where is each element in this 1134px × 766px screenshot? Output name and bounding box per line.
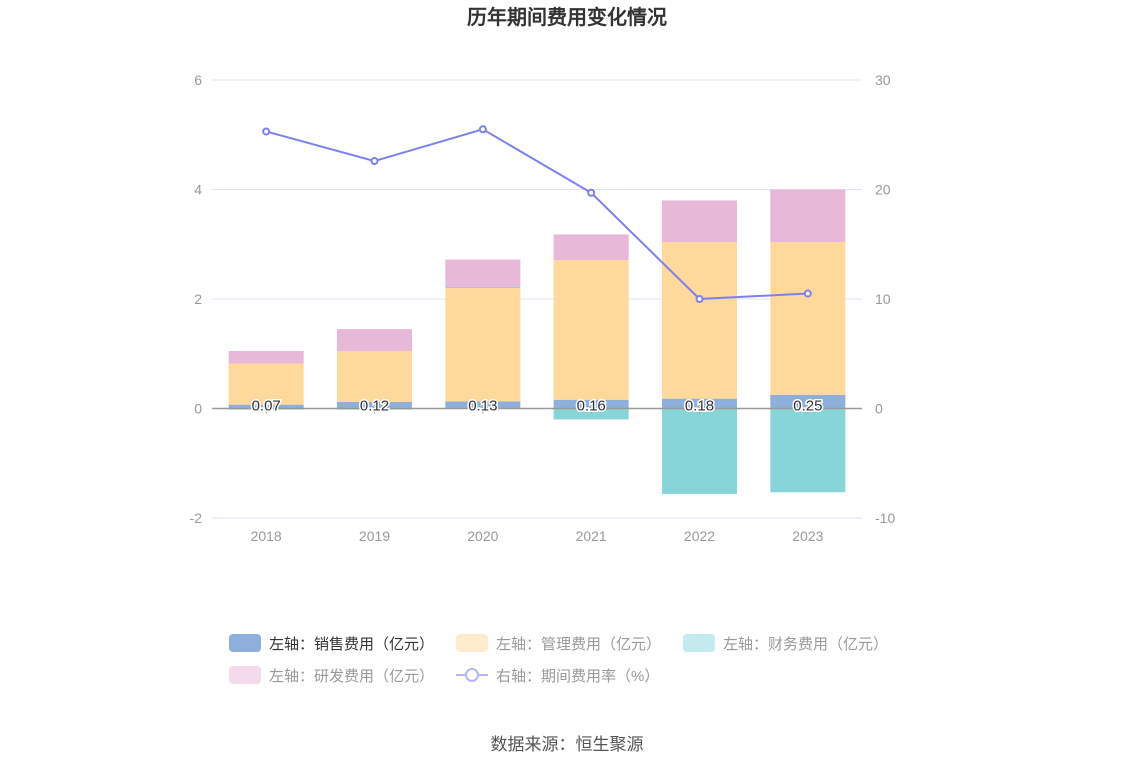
left-tick-label: 6	[194, 72, 202, 88]
legend-item[interactable]: 左轴：研发费用（亿元）	[229, 664, 434, 686]
bar-segment	[337, 329, 412, 352]
legend-swatch-icon	[683, 634, 716, 652]
rate-line	[265, 128, 808, 301]
bar-segment	[337, 351, 412, 402]
data-label: 0.18	[685, 398, 714, 415]
right-tick-label: 10	[875, 291, 891, 307]
legend-label: 左轴：管理费用（亿元）	[496, 635, 662, 653]
legend-swatch-icon	[229, 666, 261, 684]
data-label: 0.13	[468, 398, 497, 415]
legend-item[interactable]: 左轴：财务费用（亿元）	[683, 632, 888, 654]
bar-segment	[553, 260, 629, 400]
rate-point	[695, 295, 704, 303]
bar-segment	[770, 242, 846, 395]
right-tick-label: 30	[875, 72, 891, 88]
bar-segment	[445, 286, 521, 289]
rate-point	[370, 157, 379, 166]
rate-point	[262, 127, 271, 136]
bar-segment	[553, 408, 629, 420]
legend-item[interactable]: 左轴：销售费用（亿元）	[229, 632, 434, 654]
bar-segment	[662, 408, 737, 494]
bar-segment	[228, 363, 304, 405]
x-tick-label: 2023	[792, 528, 823, 544]
legend-swatch-icon	[229, 634, 261, 652]
data-label: 0.25	[793, 398, 822, 415]
rate-point	[478, 125, 487, 134]
legend-swatch-icon	[456, 634, 489, 652]
left-tick-label: 4	[194, 182, 202, 198]
bar-segment	[770, 189, 846, 243]
legend: 左轴：销售费用（亿元） 左轴：管理费用（亿元） 左轴：财务费用（亿元） 左轴：研发费用…	[229, 632, 929, 696]
bar-segment	[445, 288, 521, 402]
chart-title: 历年期间费用变化情况	[467, 5, 667, 29]
data-label: 0.07	[252, 398, 281, 415]
left-tick-label: -2	[190, 510, 203, 526]
bar-segment	[662, 200, 737, 243]
data-label: 0.12	[360, 398, 389, 415]
x-tick-label: 2021	[576, 528, 607, 544]
bar-segment	[662, 242, 737, 399]
x-tick-label: 2022	[684, 528, 715, 544]
rate-point	[803, 289, 812, 298]
data-label: 0.16	[577, 398, 606, 415]
bar-segment	[553, 234, 629, 261]
chart-svg: 历年期间费用变化情况 -2 0 2 4 6 -10 0 10 20 30 2018 2019 2020 20…	[190, 5, 896, 544]
rate-point	[587, 188, 596, 197]
bar-segment	[228, 404, 304, 409]
x-tick-label: 2019	[359, 528, 390, 544]
legend-item[interactable]: 右轴：期间费用率（%）	[456, 664, 659, 686]
legend-item[interactable]: 左轴：管理费用（亿元）	[456, 632, 661, 654]
bar-segment	[337, 401, 412, 409]
legend-label: 右轴：期间费用率（%）	[496, 667, 660, 685]
x-tick-label: 2020	[467, 528, 498, 544]
legend-label: 左轴：销售费用（亿元）	[269, 635, 435, 653]
bar-segment	[662, 398, 737, 409]
bar-segment	[770, 408, 846, 493]
data-source: 数据来源：恒生聚源	[490, 735, 644, 754]
right-tick-label: -10	[875, 510, 895, 526]
bar-segment	[770, 394, 846, 409]
right-tick-label: 20	[875, 182, 891, 198]
bar-segment	[445, 259, 521, 287]
right-tick-label: 0	[875, 401, 883, 417]
left-tick-label: 0	[194, 401, 202, 417]
bar-segment	[445, 401, 521, 409]
bar-segment	[553, 399, 629, 409]
legend-label: 左轴：财务费用（亿元）	[723, 635, 889, 653]
legend-line-icon	[456, 666, 489, 684]
x-tick-label: 2018	[251, 528, 282, 544]
legend-label: 左轴：研发费用（亿元）	[269, 667, 435, 685]
left-tick-label: 2	[194, 291, 202, 307]
bar-segment	[228, 351, 304, 364]
